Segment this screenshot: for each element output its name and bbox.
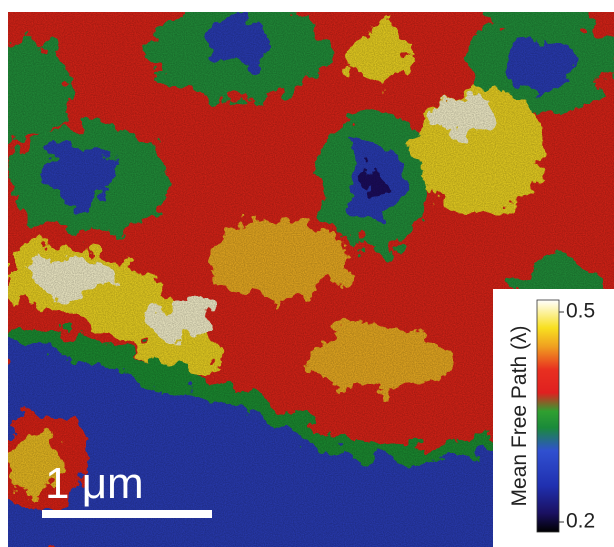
scale-bar-label: 1 μm <box>45 459 144 508</box>
colorbar: Mean Free Path (λ) 0.5 0.2 <box>493 289 614 547</box>
colorbar-tick-label: 0.5 <box>566 300 595 323</box>
colorbar-gradient <box>537 300 559 532</box>
figure: 1 μm Mean Free Path (λ) 0.5 0.2 <box>0 0 614 547</box>
scale-bar <box>42 510 212 518</box>
colorbar-tick-label: 0.2 <box>566 510 595 533</box>
colorbar-label: Mean Free Path (λ) <box>508 326 531 507</box>
